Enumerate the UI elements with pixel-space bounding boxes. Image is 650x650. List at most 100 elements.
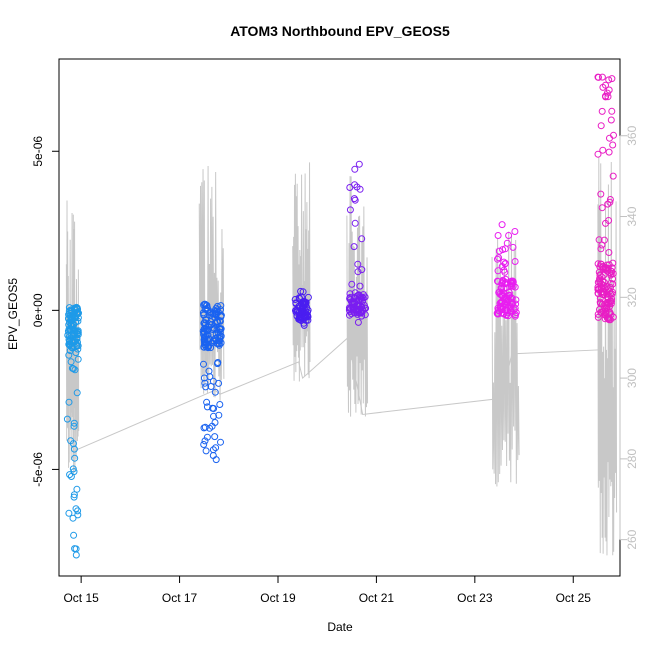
- data-point: [210, 337, 218, 345]
- data-point: [498, 279, 506, 287]
- data-point: [65, 351, 73, 359]
- data-point: [597, 288, 605, 296]
- data-point: [215, 379, 223, 387]
- data-point: [203, 398, 211, 406]
- data-point: [605, 316, 613, 324]
- data-point: [214, 329, 222, 337]
- data-point: [602, 93, 610, 101]
- data-point: [209, 404, 216, 412]
- data-point: [67, 358, 75, 366]
- data-point: [609, 259, 617, 267]
- data-point: [292, 300, 300, 308]
- data-point: [293, 307, 301, 315]
- data-point: [350, 195, 358, 203]
- data-point: [203, 301, 211, 309]
- data-point: [597, 190, 605, 198]
- data-point: [65, 336, 73, 343]
- data-point: [211, 433, 219, 441]
- data-point: [598, 204, 606, 212]
- data-point: [499, 246, 507, 254]
- data-point: [201, 437, 209, 445]
- data-point: [361, 311, 369, 319]
- x-tick-label: Oct 21: [359, 591, 395, 605]
- data-point: [74, 511, 82, 519]
- data-point: [72, 505, 80, 513]
- data-point: [498, 279, 506, 286]
- data-point: [203, 403, 211, 411]
- y-tick-label: -5e-06: [31, 452, 45, 487]
- data-point: [600, 278, 608, 286]
- data-point: [505, 289, 513, 296]
- data-point: [351, 219, 359, 227]
- data-point: [511, 228, 519, 235]
- data-point: [292, 308, 300, 316]
- y2-tick-label: 320: [625, 287, 639, 307]
- data-point: [601, 300, 609, 308]
- data-point: [507, 281, 515, 289]
- y-axis-right: 260 280 300 320 340 360: [619, 125, 639, 550]
- data-point: [501, 260, 509, 268]
- data-point: [512, 296, 520, 304]
- data-point: [216, 325, 224, 333]
- data-point: [70, 493, 78, 501]
- data-point: [608, 107, 616, 115]
- data-point: [608, 295, 616, 303]
- data-point: [598, 107, 606, 115]
- data-point: [608, 75, 616, 83]
- data-point: [68, 322, 75, 330]
- data-point: [498, 221, 506, 229]
- data-point: [511, 304, 519, 312]
- data-point: [297, 312, 305, 320]
- y-tick-label: 0e+00: [31, 293, 45, 327]
- y2-tick-label: 280: [625, 449, 639, 469]
- data-point: [509, 243, 517, 251]
- data-point: [599, 146, 607, 154]
- data-point: [594, 260, 602, 268]
- data-point: [72, 545, 80, 553]
- data-point: [213, 326, 221, 334]
- data-point: [215, 411, 223, 419]
- data-point: [351, 165, 359, 173]
- data-point: [73, 342, 81, 350]
- data-point: [355, 160, 363, 168]
- data-point: [496, 288, 504, 296]
- data-point: [209, 446, 217, 454]
- data-point: [345, 306, 353, 314]
- data-point: [346, 305, 354, 313]
- data-point: [511, 258, 519, 265]
- data-point: [202, 447, 210, 455]
- x-tick-label: Oct 23: [457, 591, 493, 605]
- data-point: [296, 308, 304, 316]
- data-point: [608, 264, 616, 272]
- data-point: [217, 438, 224, 446]
- y-tick-label: 5e-06: [31, 136, 45, 167]
- data-point: [609, 275, 616, 283]
- data-point: [212, 309, 220, 317]
- data-point: [508, 277, 516, 285]
- data-point: [607, 116, 615, 124]
- data-point: [598, 288, 606, 296]
- theta-spike-3: [292, 162, 311, 382]
- data-point: [354, 268, 362, 276]
- data-point: [358, 303, 366, 311]
- data-point: [602, 219, 609, 227]
- data-point: [63, 415, 71, 423]
- data-point: [212, 456, 220, 464]
- theta-spike-5: [491, 231, 520, 487]
- x-tick-label: Oct 25: [556, 591, 592, 605]
- theta-series: [65, 156, 618, 556]
- data-point: [203, 433, 211, 441]
- data-point: [594, 313, 602, 321]
- data-point: [505, 232, 513, 239]
- data-point: [69, 465, 77, 473]
- data-point: [603, 89, 611, 97]
- data-point: [70, 468, 78, 476]
- data-point: [207, 344, 215, 352]
- data-point: [606, 196, 614, 203]
- data-point: [71, 454, 79, 462]
- data-point: [603, 304, 611, 312]
- data-point: [204, 304, 211, 312]
- data-point: [606, 308, 614, 316]
- data-point: [71, 366, 79, 374]
- data-point: [503, 239, 511, 247]
